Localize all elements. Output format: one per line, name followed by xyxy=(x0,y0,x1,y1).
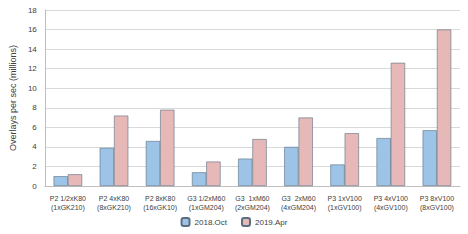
svg-text:18: 18 xyxy=(28,6,37,15)
svg-text:(4xGM204): (4xGM204) xyxy=(281,204,316,212)
svg-text:P2 8xK80: P2 8xK80 xyxy=(145,195,175,202)
svg-text:G3 1/2xM60: G3 1/2xM60 xyxy=(187,195,225,202)
svg-text:P3 1xV100: P3 1xV100 xyxy=(328,195,362,202)
svg-text:G3 2xM60: G3 2xM60 xyxy=(281,195,315,202)
svg-text:16: 16 xyxy=(28,25,37,34)
svg-text:P3 4xV100: P3 4xV100 xyxy=(374,195,408,202)
svg-text:2: 2 xyxy=(32,162,37,171)
svg-text:(1xGK210): (1xGK210) xyxy=(51,204,85,212)
svg-text:G3 1xM60: G3 1xM60 xyxy=(235,195,269,202)
svg-text:(4xGV100): (4xGV100) xyxy=(374,204,408,212)
svg-text:10: 10 xyxy=(28,84,37,93)
svg-text:12: 12 xyxy=(28,64,37,73)
svg-text:14: 14 xyxy=(28,45,37,54)
svg-text:0: 0 xyxy=(32,182,37,191)
svg-text:6: 6 xyxy=(32,123,37,132)
svg-text:2019.Apr: 2019.Apr xyxy=(255,218,288,227)
svg-text:(2xGM204): (2xGM204) xyxy=(235,204,270,212)
svg-text:(1xGM204): (1xGM204) xyxy=(189,204,224,212)
svg-text:P2 4xK80: P2 4xK80 xyxy=(99,195,129,202)
svg-text:P2 1/2xK80: P2 1/2xK80 xyxy=(50,195,86,202)
svg-text:P3 8xV100: P3 8xV100 xyxy=(420,195,454,202)
svg-text:(8xGK210): (8xGK210) xyxy=(97,204,131,212)
svg-text:4: 4 xyxy=(32,142,37,151)
svg-text:(1xGV100): (1xGV100) xyxy=(328,204,362,212)
svg-text:(16xGK10): (16xGK10) xyxy=(143,204,177,212)
svg-text:(8xGV100): (8xGV100) xyxy=(420,204,454,212)
svg-text:Overlays per sec (millions): Overlays per sec (millions) xyxy=(8,45,18,151)
svg-text:2018.Oct: 2018.Oct xyxy=(195,218,228,227)
svg-text:8: 8 xyxy=(32,103,37,112)
